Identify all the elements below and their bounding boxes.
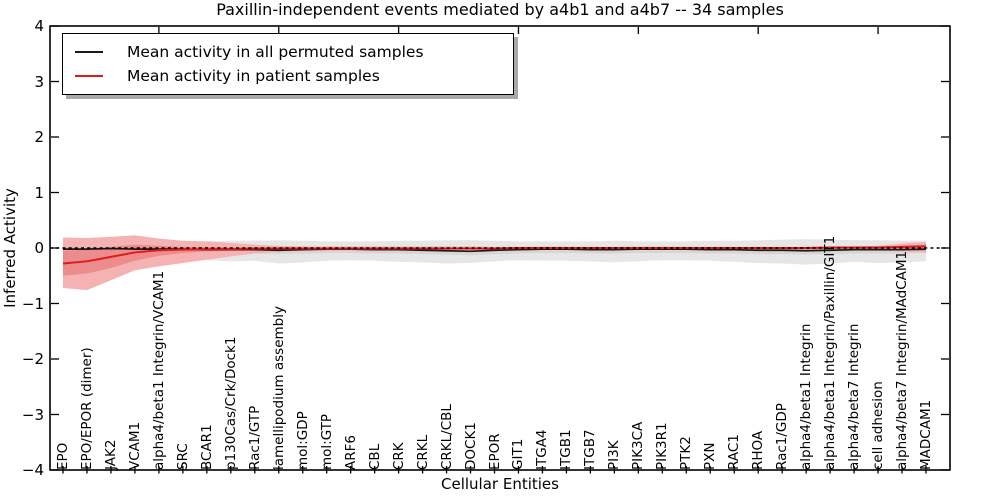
x-tick-label: p130Cas/Crk/Dock1: [222, 336, 239, 470]
x-tick-label: RAC1: [726, 434, 743, 470]
x-tick-label: CRKL/CBL: [438, 404, 455, 470]
patient-line-sample-icon: [75, 75, 103, 78]
x-tick-label: alpha4/beta1 Integrin/Paxillin/GIT1: [822, 235, 839, 470]
x-tick-label: cell adhesion: [870, 381, 887, 470]
x-tick-label: CBL: [366, 443, 383, 470]
legend-item-patient: Mean activity in patient samples: [63, 67, 513, 85]
x-tick-label: JAK2: [102, 439, 119, 470]
x-tick-label: PTK2: [678, 436, 695, 470]
y-tick-label: 2: [34, 128, 44, 146]
y-tick-label: 3: [34, 72, 44, 91]
x-tick-label: ARF6: [342, 435, 359, 470]
x-tick-label: Rac1/GTP: [246, 405, 263, 470]
x-tick-label: RHOA: [750, 430, 767, 470]
y-tick-label: −4: [21, 461, 44, 479]
x-tick-label: alpha4/beta7 Integrin: [846, 323, 863, 470]
x-tick-label: mol:GTP: [318, 413, 335, 470]
x-tick-label: PI3K: [606, 440, 623, 470]
x-tick-label: ITGB7: [582, 429, 599, 470]
x-tick-label: Rac1/GDP: [774, 403, 791, 470]
plot-border: [49, 25, 951, 471]
x-tick-label: EPOR: [486, 433, 503, 470]
x-tick-label: PIK3R1: [654, 422, 671, 470]
x-tick-label: SRC: [174, 443, 191, 470]
x-tick-label: EPO/EPOR (dimer): [78, 347, 95, 470]
y-tick-label: −3: [21, 405, 44, 424]
legend-label: Mean activity in patient samples: [127, 67, 380, 86]
y-tick-label: 1: [34, 183, 44, 202]
y-tick-label: −2: [21, 350, 44, 368]
x-tick-label: alpha4/beta7 Integrin/MAdCAM1: [894, 250, 911, 470]
y-tick-label: 0: [34, 239, 44, 257]
x-tick-label: EPO: [55, 442, 71, 470]
x-tick-label: DOCK1: [462, 422, 479, 470]
x-tick-label: PXN: [702, 442, 719, 471]
x-tick-label: GIT1: [510, 438, 527, 470]
x-tick-label: PIK3CA: [630, 421, 647, 470]
y-tick-label: −1: [21, 294, 44, 313]
x-tick-label: mol:GDP: [294, 411, 311, 470]
permuted-line-sample-icon: [75, 50, 103, 53]
x-tick-label: CRKL: [414, 434, 431, 470]
legend-item-permuted: Mean activity in all permuted samples: [63, 43, 513, 61]
legend-label: Mean activity in all permuted samples: [127, 42, 424, 61]
x-tick-label: alpha4/beta1 Integrin/VCAM1: [150, 270, 167, 470]
x-tick-label: BCAR1: [198, 424, 215, 470]
x-tick-label: ITGA4: [534, 429, 551, 470]
x-tick-label: CRK: [390, 442, 407, 470]
x-tick-label: VCAM1: [126, 421, 143, 470]
x-tick-label: alpha4/beta1 Integrin: [798, 323, 815, 470]
legend: Mean activity in all permuted samples Me…: [62, 33, 514, 95]
y-tick-label: 4: [34, 17, 44, 35]
x-tick-label: ITGB1: [558, 429, 575, 470]
chart-title: Paxillin-independent events mediated by …: [216, 0, 784, 19]
x-axis-label: Cellular Entities: [441, 475, 559, 493]
x-tick-label: lamellipodium assembly: [270, 306, 287, 470]
x-tick-label: MADCAM1: [918, 399, 934, 470]
